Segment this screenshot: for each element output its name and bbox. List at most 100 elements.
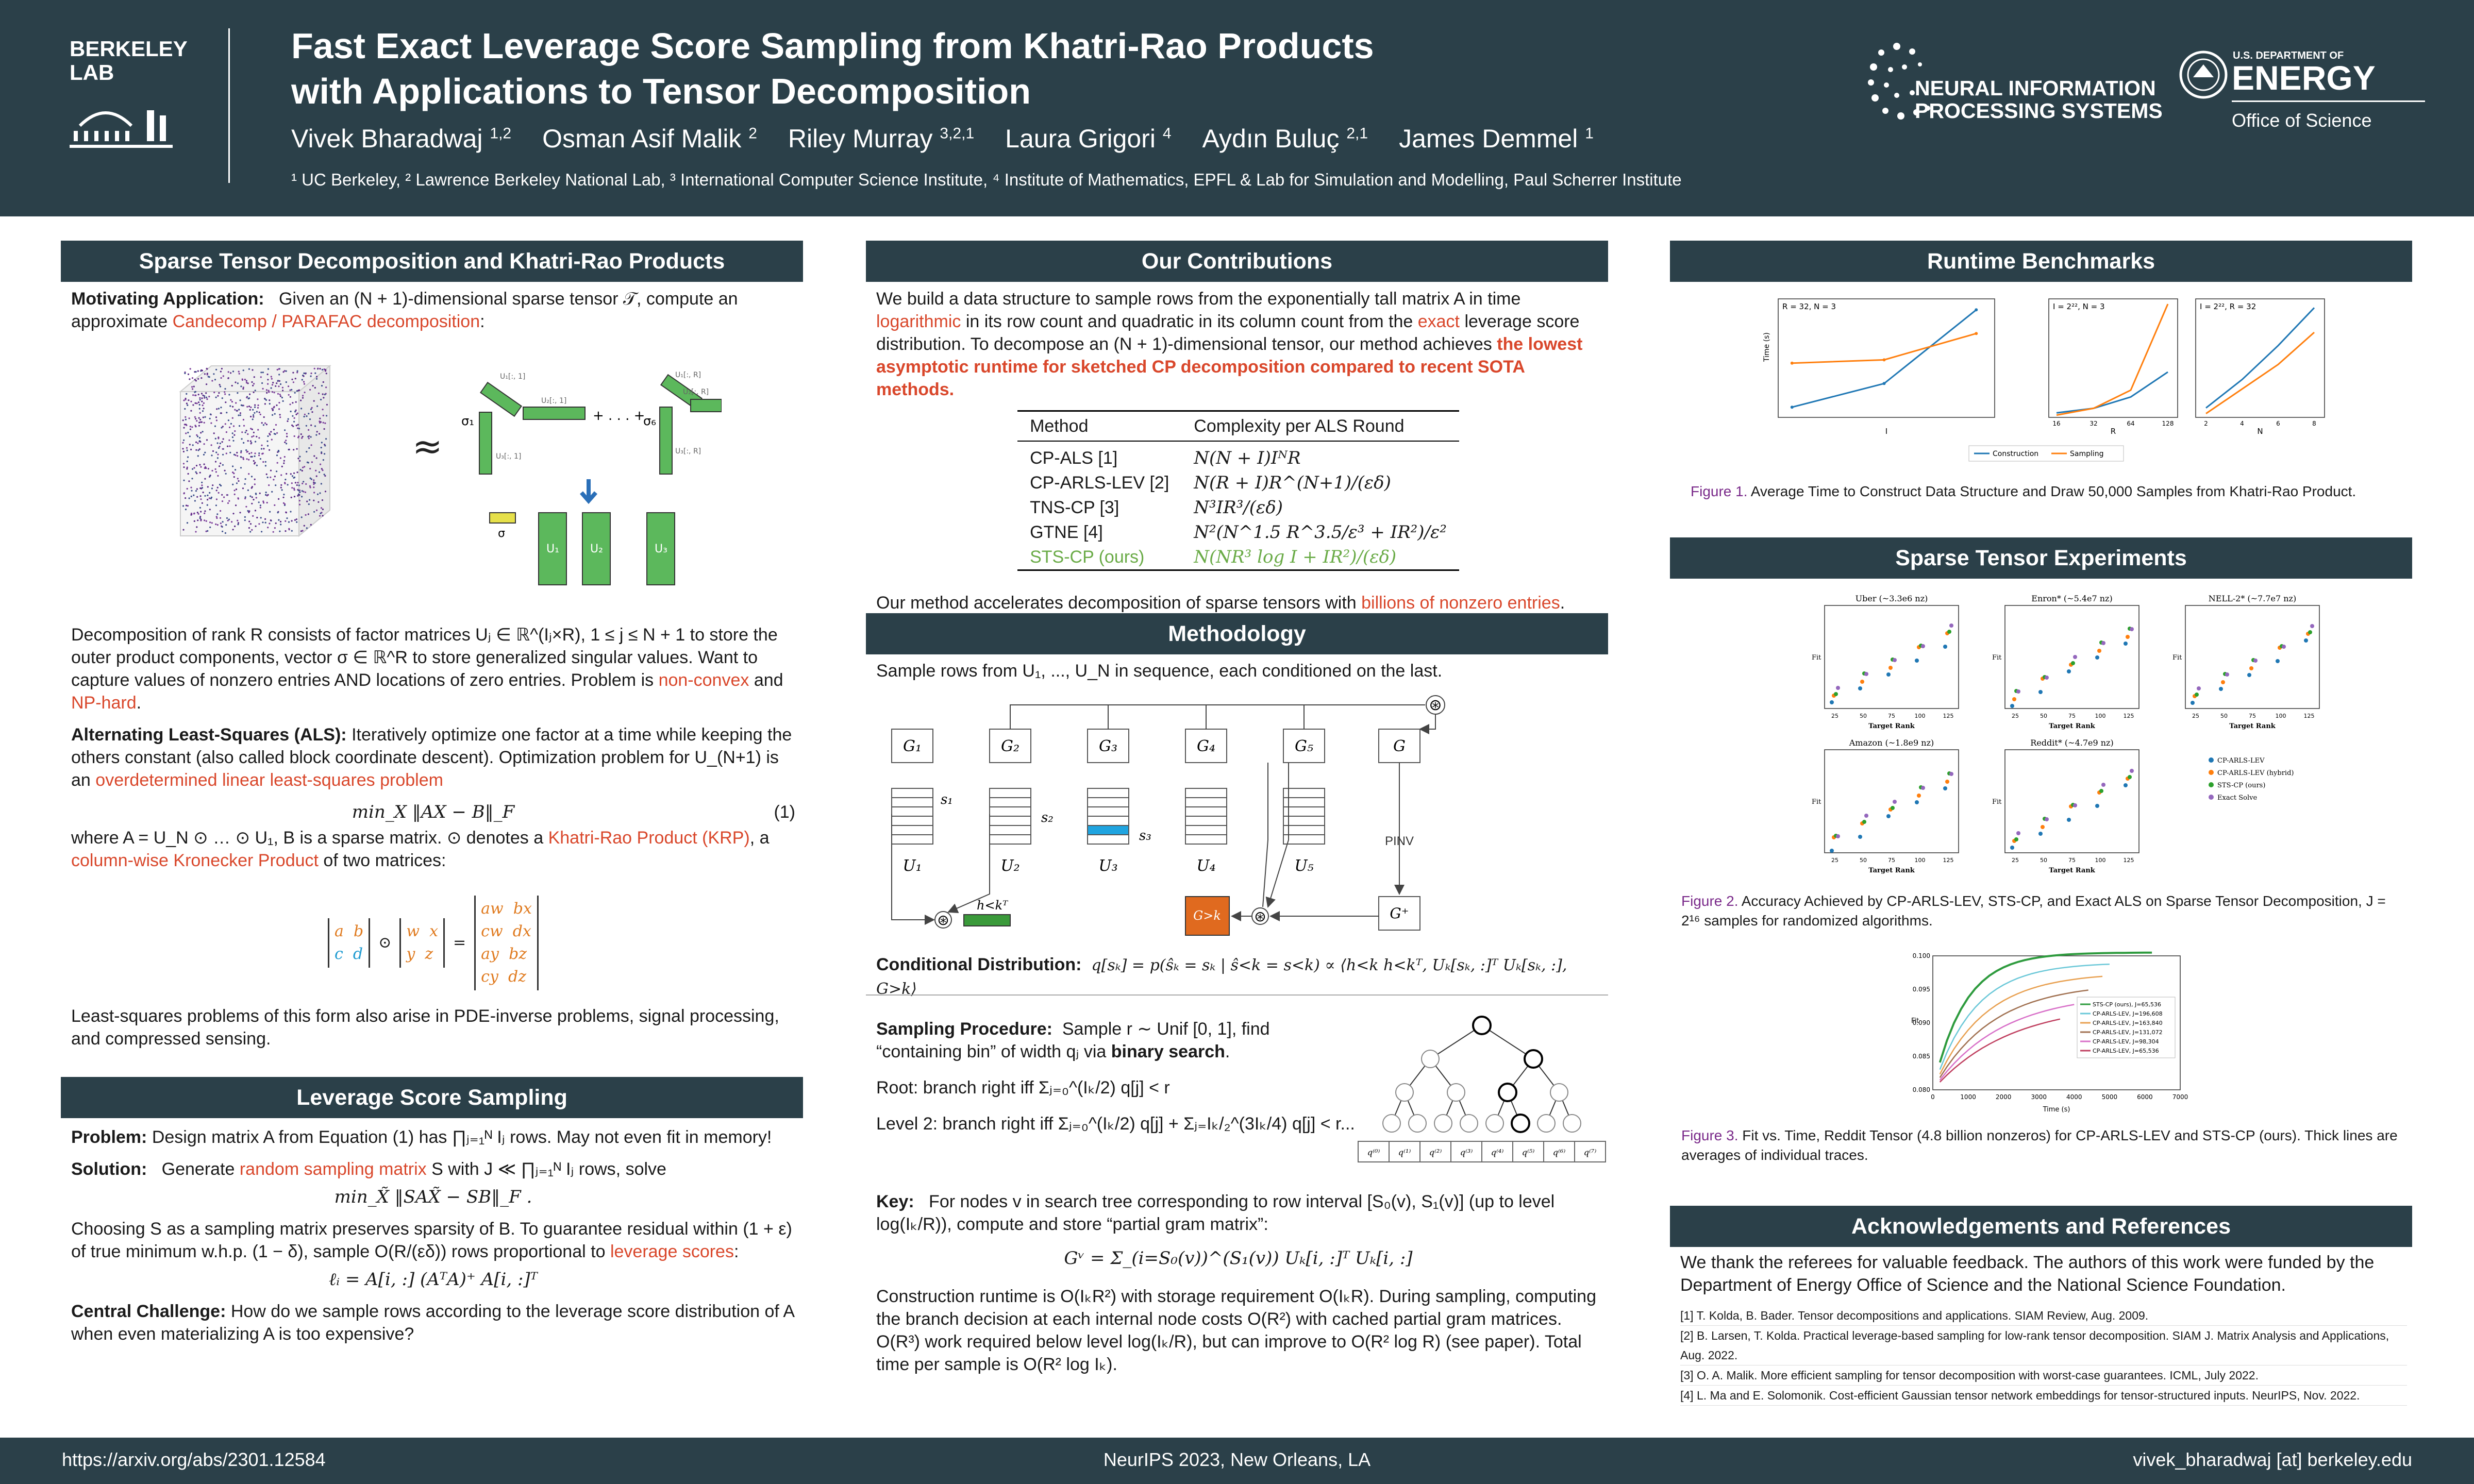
sampling-procedure: Sampling Procedure: Sample r ∼ Unif [0, …: [876, 1018, 1355, 1144]
data-point: [2101, 783, 2105, 787]
tensor-nonzero: [204, 373, 206, 375]
tick-label: 50: [1860, 713, 1867, 719]
data-point: [1882, 382, 1886, 385]
tensor-nonzero: [203, 463, 205, 465]
tensor-nonzero: [316, 431, 318, 433]
tensor-nonzero: [272, 531, 274, 533]
tensor-nonzero: [265, 473, 268, 475]
tensor-nonzero: [231, 417, 233, 419]
chart-title: R = 32, N = 3: [1782, 302, 1836, 311]
tensor-nonzero: [188, 497, 190, 499]
factor-row: [989, 806, 1031, 817]
tree-node: [1537, 1114, 1556, 1133]
tensor-nonzero: [200, 498, 202, 500]
tick-label: 32: [2089, 420, 2097, 427]
factor-row: [1185, 806, 1227, 817]
tensor-nonzero: [190, 512, 192, 515]
tensor-nonzero: [276, 382, 278, 384]
tensor-nonzero: [207, 530, 209, 532]
data-point: [2010, 846, 2014, 850]
tensor-nonzero: [270, 469, 272, 471]
tensor-nonzero: [257, 429, 259, 431]
tensor-nonzero: [195, 531, 197, 533]
cp-decomposition-link[interactable]: Candecomp / PARAFAC decomposition: [172, 312, 480, 331]
factor-row: [989, 816, 1031, 826]
contrib-highlight: the lowest asymptotic runtime for sketch…: [876, 334, 1583, 399]
tensor-nonzero: [205, 392, 207, 394]
tick-label: 128: [2162, 420, 2174, 427]
tensor-nonzero: [314, 386, 316, 389]
nonconvex-link[interactable]: non-convex: [658, 670, 749, 690]
x-axis-label: Target Rank: [1868, 867, 1915, 874]
figure-2-label: Figure 2.: [1681, 893, 1739, 909]
tensor-nonzero: [316, 405, 319, 407]
tensor-nonzero: [186, 487, 188, 490]
series-line: [1939, 989, 2088, 1078]
tensor-nonzero: [278, 450, 280, 452]
tensor-nonzero: [183, 479, 185, 481]
tensor-nonzero: [300, 408, 303, 410]
data-point: [2067, 818, 2071, 822]
arxiv-link[interactable]: https://arxiv.org/abs/2301.12584: [62, 1449, 326, 1470]
tensor-nonzero: [253, 414, 255, 416]
tensor-nonzero: [319, 421, 321, 424]
leverage-scores-link[interactable]: leverage scores: [610, 1242, 734, 1261]
contact-email[interactable]: vivek_bharadwaj [at] berkeley.edu: [2133, 1449, 2412, 1470]
tensor-nonzero: [219, 385, 222, 387]
tensor-nonzero: [266, 445, 269, 447]
nphard-link[interactable]: NP-hard: [71, 693, 137, 713]
data-point: [2101, 641, 2105, 645]
ls-problem-link[interactable]: overdetermined linear least-squares prob…: [95, 770, 443, 790]
tensor-nonzero: [252, 409, 254, 411]
tensor-nonzero: [251, 496, 253, 498]
legend-label: CP-ARLS-LEV, J=65,536: [2093, 1048, 2159, 1054]
tensor-nonzero: [231, 384, 233, 387]
solution-text-b: S with J ≪ ∏ⱼ₌₁ᴺ Iⱼ rows, solve: [431, 1159, 666, 1179]
tensor-nonzero: [232, 483, 234, 485]
data-point: [2124, 783, 2128, 787]
tensor-nonzero: [323, 368, 325, 370]
tensor-nonzero: [303, 415, 305, 418]
factor-u3-label: U₃: [655, 543, 667, 555]
tensor-nonzero: [310, 424, 312, 426]
factor-row: [1283, 806, 1325, 817]
tensor-nonzero: [209, 492, 211, 494]
tensor-nonzero: [235, 469, 237, 471]
tensor-nonzero: [254, 406, 256, 408]
tensor-nonzero: [264, 403, 266, 405]
tensor-nonzero: [303, 383, 306, 385]
data-point: [2071, 661, 2075, 665]
tensor-nonzero: [303, 525, 305, 527]
tensor-nonzero: [190, 448, 192, 450]
ckp-link[interactable]: column-wise Kronecker Product: [71, 851, 319, 870]
tensor-nonzero: [264, 518, 266, 520]
tensor-nonzero: [269, 449, 271, 451]
logarithmic-link[interactable]: logarithmic: [876, 312, 961, 331]
krp-link[interactable]: Khatri-Rao Product (KRP): [548, 828, 750, 848]
tensor-nonzero: [273, 479, 275, 481]
tensor-nonzero: [186, 466, 188, 468]
tick-label: 50: [1860, 857, 1867, 864]
tensor-nonzero: [189, 378, 191, 380]
tensor-nonzero: [232, 406, 234, 408]
table-row: CP-ARLS-LEV [2] N(R + I)R^(N+1)/(εδ): [1017, 470, 1459, 495]
tensor-nonzero: [274, 504, 276, 506]
sampling-matrix-link[interactable]: random sampling matrix: [239, 1159, 427, 1179]
contrib-paragraph: We build a data structure to sample rows…: [876, 288, 1600, 401]
tensor-nonzero: [259, 413, 261, 415]
chart-frame: [1824, 749, 1959, 853]
tensor-nonzero: [225, 431, 227, 433]
exact-link[interactable]: exact: [1417, 312, 1460, 331]
billions-link[interactable]: billions of nonzero entries: [1361, 593, 1560, 613]
left-column-body: Decomposition of rank R consists of fact…: [71, 623, 795, 1059]
tensor-nonzero: [192, 388, 194, 390]
tensor-nonzero: [222, 453, 224, 456]
u-col-1c: U₃[:, 1]: [496, 452, 521, 461]
tensor-nonzero: [228, 439, 230, 441]
tensor-nonzero: [245, 380, 247, 382]
tensor-nonzero: [260, 517, 262, 519]
data-point: [1858, 686, 1862, 690]
tensor-nonzero: [192, 444, 194, 446]
approx-symbol: ≈: [412, 425, 443, 467]
tensor-nonzero: [239, 414, 241, 416]
